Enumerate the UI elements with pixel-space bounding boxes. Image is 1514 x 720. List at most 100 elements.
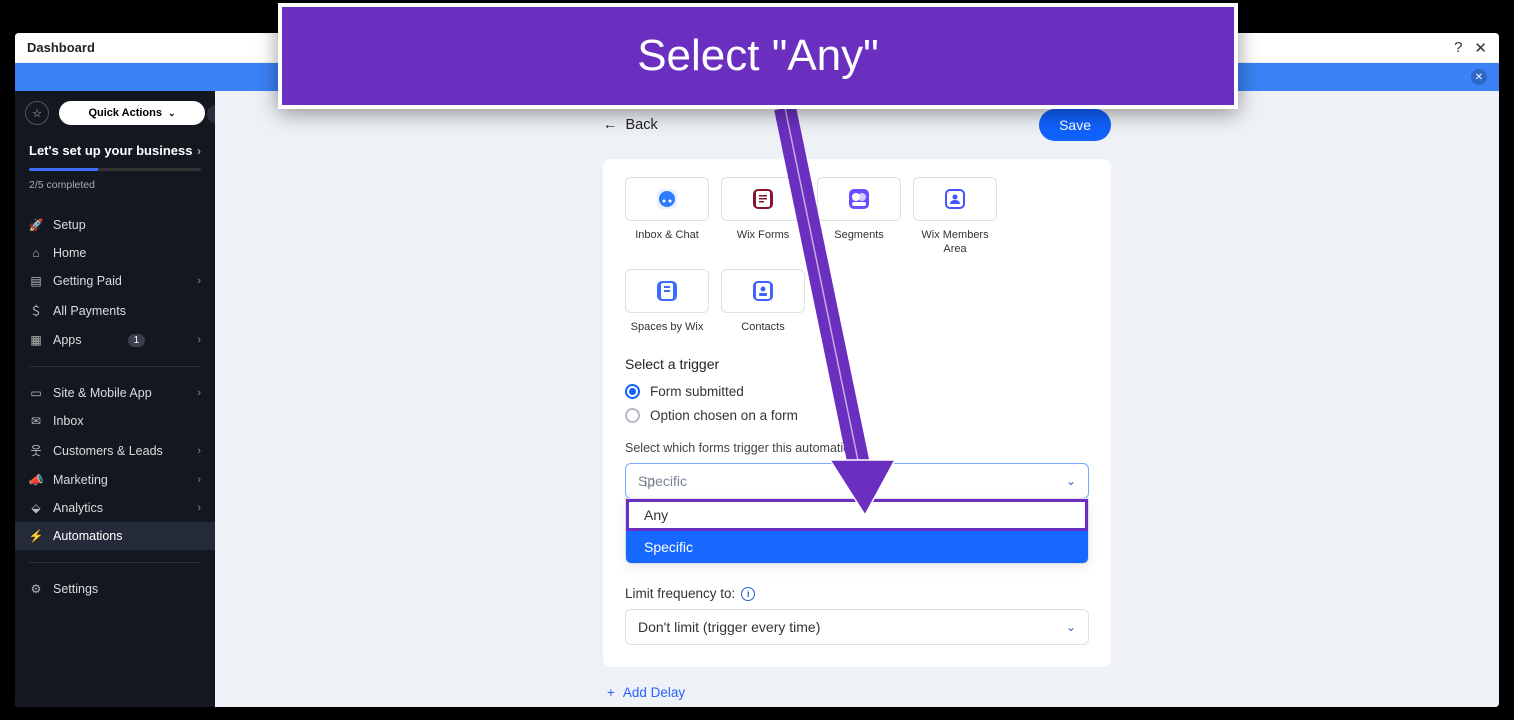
sidebar-item-setup[interactable]: 🚀Setup [15,211,215,239]
dropdown-option-any[interactable]: Any [626,499,1088,531]
nav-label: Setup [53,218,86,232]
sidebar-item-marketing[interactable]: 📣 Marketing › [15,466,215,494]
forms-select[interactable]: Specific ⬚ ⌄ [625,463,1089,499]
device-icon: ▭ [29,386,43,400]
dropdown-option-specific[interactable]: Specific [626,531,1088,563]
app-tile-label: Wix Forms [737,229,790,243]
sidebar-item-apps[interactable]: ▦Apps1› [15,326,215,354]
add-delay-label: Add Delay [623,685,685,700]
app-tile-box [913,177,997,221]
callout-text: Select "Any" [637,31,879,81]
chevron-right-icon: › [197,445,201,457]
chart-icon: ⬙ [29,501,43,515]
help-icon[interactable]: ? [1454,39,1462,56]
chevron-right-icon: › [197,144,201,158]
app-tile-label: Inbox & Chat [635,229,699,243]
app-tile-contacts[interactable]: Contacts [721,269,805,335]
sidebar-item-home[interactable]: ⌂ Home [15,239,215,267]
app-tile-label: Wix Members Area [913,229,997,257]
main-content: ← Back Save Inbox & Chat Wix Forms Segment… [215,91,1499,707]
section-title: Select a trigger [625,356,1089,372]
nav-badge: 1 [128,334,146,347]
mega-icon: 📣 [29,473,43,487]
chevron-down-icon: ⌄ [1066,620,1076,634]
nav-label: Apps [53,333,82,347]
chevron-down-icon: ⌄ [1066,474,1076,488]
radio-icon [625,408,640,423]
nav-label: All Payments [53,304,126,318]
nav-label: Analytics [53,501,103,515]
sidebar-item-automations[interactable]: ⚡ Automations [15,522,215,550]
app-tile-label: Contacts [741,321,784,335]
save-button[interactable]: Save [1039,109,1111,141]
app-tile-label: Spaces by Wix [631,321,704,335]
frequency-select[interactable]: Don't limit (trigger every time) ⌄ [625,609,1089,645]
setup-progress-block[interactable]: Let's set up your business › 2/5 complet… [15,133,215,205]
people-icon: 웃 [29,442,43,459]
sidebar-item-customers-leads[interactable]: 웃 Customers & Leads › [15,435,215,466]
app-tile-forms[interactable]: Wix Forms [721,177,805,257]
sidebar-item-all-payments[interactable]: ＄All Payments [15,295,215,326]
nav-label: Customers & Leads [53,444,163,458]
card-icon: ▤ [29,274,43,288]
chevron-right-icon: › [197,387,201,399]
back-label: Back [626,117,658,133]
sidebar-item-settings[interactable]: ⚙Settings [15,575,215,603]
chevron-right-icon: › [197,275,201,287]
app-tile-box [721,177,805,221]
chevron-right-icon: › [197,502,201,514]
app-tile-box [721,269,805,313]
chevron-right-icon: › [197,474,201,486]
frequency-label: Limit frequency to: i [625,586,1089,601]
sidebar: ‹ ☆ Quick Actions ⌄ Let's set up your bu… [15,91,215,707]
sidebar-item-site-mobile-app[interactable]: ▭ Site & Mobile App › [15,379,215,407]
arrow-left-icon: ← [603,117,618,133]
nav-group-3: ⚙Settings [15,569,215,609]
radio-label: Option chosen on a form [650,408,798,423]
quick-actions-button[interactable]: Quick Actions ⌄ [59,101,205,125]
nav-group-2: ▭ Site & Mobile App › ✉Inbox 웃 Customers & Le… [15,373,215,556]
radio-label: Form submitted [650,384,744,399]
chevron-down-icon: ⌄ [168,108,176,119]
instruction-callout: Select "Any" [278,3,1238,109]
mail-icon: ✉ [29,414,43,428]
back-button[interactable]: ← Back [603,117,658,133]
progress-bar [29,168,201,171]
app-tile-spaces[interactable]: Spaces by Wix [625,269,709,335]
frequency-value: Don't limit (trigger every time) [638,619,820,635]
nav-divider [29,562,201,563]
setup-title: Let's set up your business [29,143,192,158]
quick-actions-label: Quick Actions [88,107,162,119]
add-delay-button[interactable]: + Add Delay [603,685,1111,700]
sidebar-item-analytics[interactable]: ⬙ Analytics › [15,494,215,522]
progress-label: 2/5 completed [29,179,201,191]
cursor-icon: ⬚ [644,475,654,488]
plus-icon: + [607,685,615,700]
apps-grid: Inbox & Chat Wix Forms Segments Wix Members… [625,177,1089,334]
app-tile-label: Segments [834,229,884,243]
forms-select-label: Select which forms trigger this automati… [625,441,1089,455]
radio-icon [625,384,640,399]
nav-label: Marketing [53,473,108,487]
app-tile-segments[interactable]: Segments [817,177,901,257]
app-tile-inbox[interactable]: Inbox & Chat [625,177,709,257]
favorite-icon[interactable]: ☆ [25,101,49,125]
app-tile-members[interactable]: Wix Members Area [913,177,997,257]
bolt-icon: ⚡ [29,529,43,543]
trigger-card: Inbox & Chat Wix Forms Segments Wix Members… [603,159,1111,667]
app-tile-box [625,177,709,221]
info-icon[interactable]: i [741,587,755,601]
sidebar-item-inbox[interactable]: ✉Inbox [15,407,215,435]
home-icon: ⌂ [29,246,43,260]
sidebar-item-getting-paid[interactable]: ▤ Getting Paid › [15,267,215,295]
chevron-right-icon: › [197,334,201,346]
close-icon[interactable]: ✕ [1474,39,1487,57]
trigger-option-form-submitted[interactable]: Form submitted [625,384,1089,399]
trigger-radio-list: Form submitted Option chosen on a form [625,384,1089,423]
nav-label: Getting Paid [53,274,122,288]
nav-label: Automations [53,529,122,543]
trigger-option-option-chosen-on-a-form[interactable]: Option chosen on a form [625,408,1089,423]
nav-label: Home [53,246,86,260]
banner-close-icon[interactable]: ✕ [1471,69,1487,85]
nav-label: Site & Mobile App [53,386,152,400]
